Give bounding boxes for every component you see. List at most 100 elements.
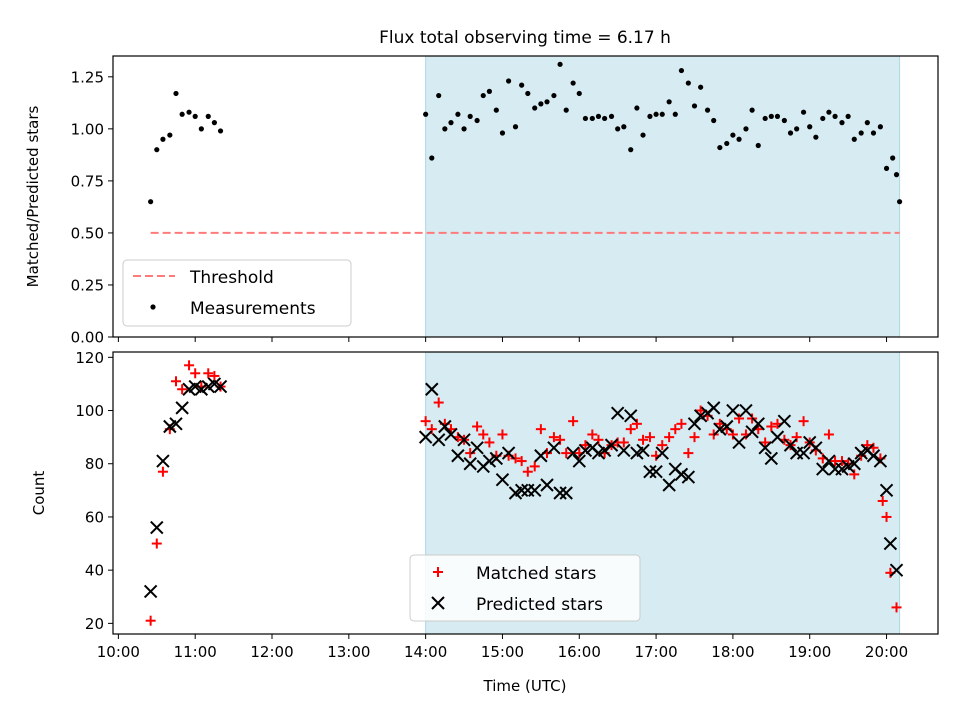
top-y-ticks: 0.00 0.25 0.50 0.75 1.00 1.25 — [71, 68, 113, 347]
measurement-point — [826, 109, 832, 115]
legend-measurements-swatch — [150, 304, 156, 310]
measurement-point — [628, 147, 634, 153]
measurement-point — [217, 128, 224, 134]
legend-threshold-label: Threshold — [189, 268, 274, 288]
measurement-point — [807, 124, 813, 130]
measurement-point — [883, 165, 890, 171]
measurement-point — [160, 136, 166, 142]
top-y-tick-label: 0.25 — [71, 276, 104, 294]
matched-star-point — [516, 456, 527, 467]
predicted-star-point — [514, 483, 529, 498]
measurement-point — [512, 124, 519, 130]
bottom-y-tick-label: 80 — [85, 455, 104, 473]
predicted-star-point — [662, 478, 676, 492]
matched-star-point — [891, 602, 902, 613]
measurement-point — [724, 140, 730, 147]
matched-star-point — [535, 424, 546, 435]
matched-star-point — [631, 418, 642, 429]
measurement-point — [659, 111, 665, 117]
matched-star-point — [791, 432, 802, 443]
top-y-tick-label: 1.25 — [71, 68, 104, 86]
predicted-star-point — [726, 403, 740, 418]
matched-star-point — [426, 424, 437, 435]
predicted-star-point — [501, 446, 516, 460]
predicted-star-point — [444, 427, 458, 442]
measurement-point — [544, 99, 550, 105]
measurement-point — [890, 155, 896, 161]
bottom-y-tick-label: 60 — [85, 508, 104, 526]
observing-window-top — [425, 55, 901, 338]
bottom-y-axis-label: Count — [30, 471, 48, 516]
matched-star-point — [177, 384, 188, 395]
predicted-star-point — [649, 465, 663, 479]
matched-star-point — [638, 434, 649, 445]
predicted-star-point — [879, 483, 894, 498]
measurement-point — [179, 111, 185, 117]
matched-star-point — [433, 397, 444, 408]
measurement-point — [870, 130, 877, 136]
matched-star-point — [203, 368, 214, 379]
measurement-point — [749, 107, 755, 113]
measurement-point — [851, 136, 857, 142]
measurement-point — [205, 113, 211, 119]
bottom-x-tick-label: 15:00 — [481, 643, 524, 661]
predicted-star-point — [418, 430, 433, 444]
matched-star-point — [472, 421, 483, 432]
measurement-point — [455, 111, 461, 117]
measurement-point — [864, 120, 870, 126]
measurement-point — [173, 90, 179, 97]
matched-star-point — [497, 429, 508, 440]
top-y-axis-label: Matched/Predicted stars — [24, 106, 42, 288]
measurement-point — [621, 124, 627, 130]
measurement-point — [640, 132, 646, 138]
measurement-point — [768, 113, 774, 119]
bottom-axes-frame — [112, 351, 939, 635]
bottom-x-tick-label: 12:00 — [250, 643, 293, 661]
predicted-star-point — [463, 457, 477, 471]
matched-star-point — [734, 413, 745, 424]
predicted-star-point — [655, 446, 669, 460]
measurement-point — [736, 136, 742, 142]
measurement-point — [678, 67, 685, 74]
matched-star-point — [157, 466, 168, 477]
matched-star-point — [510, 453, 521, 464]
matched-star-point — [849, 469, 860, 480]
measurement-point — [525, 90, 531, 97]
measurement-point — [730, 132, 736, 138]
measurement-point — [211, 120, 217, 126]
bottom-x-ticks: 10:00 11:00 12:00 13:00 14:00 15:00 16:00 17:00… — [97, 634, 908, 661]
top-y-tick-label: 1.00 — [71, 120, 104, 138]
predicted-star-point — [624, 409, 638, 423]
measurement-point — [800, 109, 807, 115]
measurement-point — [154, 147, 160, 153]
matched-star-point — [209, 370, 220, 381]
measurement-point — [198, 126, 204, 132]
predicted-star-point — [764, 451, 779, 466]
predicted-star-point — [559, 486, 573, 500]
top-y-tick-label: 0.50 — [71, 224, 104, 242]
top-legend-box — [122, 259, 352, 327]
predicted-star-points — [143, 377, 904, 599]
predicted-star-point — [470, 441, 484, 455]
legend-matched-label: Matched stars — [476, 564, 596, 584]
measurement-point — [423, 111, 429, 117]
bottom-x-tick-label: 18:00 — [711, 643, 754, 661]
measurement-point — [711, 117, 717, 124]
predicted-star-point — [540, 478, 554, 492]
measurement-point — [461, 126, 467, 132]
predicted-star-point — [175, 401, 189, 415]
measurement-point — [820, 115, 826, 122]
bottom-y-tick-label: 40 — [85, 562, 104, 580]
matched-star-point — [170, 376, 181, 387]
measurement-point — [563, 107, 569, 113]
measurement-point — [813, 134, 819, 140]
measurement-point — [691, 103, 698, 109]
measurement-point — [551, 92, 557, 99]
matched-star-point — [555, 434, 566, 445]
predicted-star-point — [739, 403, 753, 418]
predicted-star-point — [706, 401, 721, 415]
measurement-point — [877, 124, 883, 130]
measurement-point — [647, 113, 653, 119]
predicted-star-point — [816, 462, 830, 476]
matched-star-point — [151, 538, 162, 549]
